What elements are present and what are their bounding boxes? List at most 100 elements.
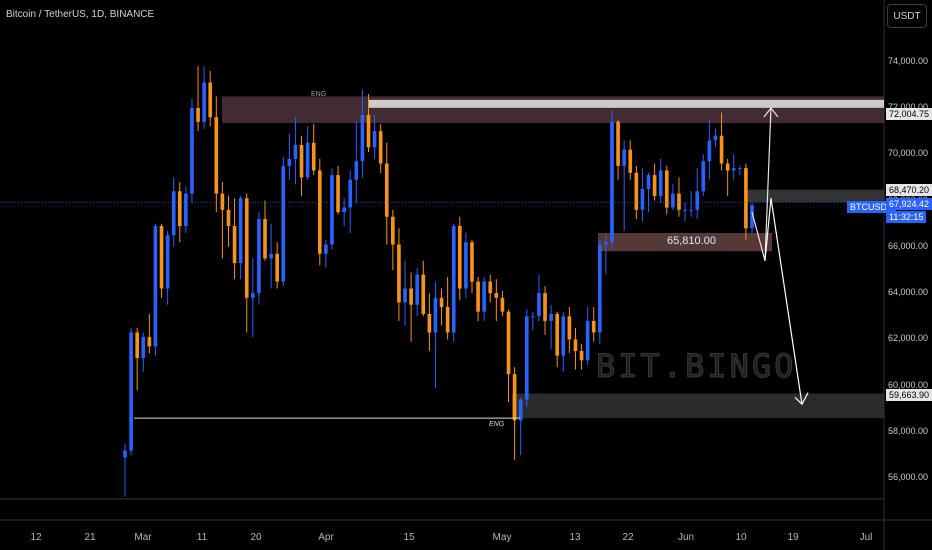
candle-body <box>518 399 523 421</box>
candle-body <box>135 332 140 358</box>
candle-body <box>671 193 675 208</box>
candle-body <box>171 191 176 236</box>
candle-body <box>263 219 267 259</box>
candle-body <box>567 316 572 340</box>
candle-body <box>293 145 298 159</box>
candle-body <box>244 198 249 298</box>
candle-body <box>409 288 413 305</box>
watermark-logo: BIT.BINGO <box>595 347 797 386</box>
candle-body <box>403 288 407 303</box>
candle-body <box>129 332 133 451</box>
price-tick-label: 72,000.00 <box>888 101 929 112</box>
candle-body <box>196 107 200 122</box>
candle-body <box>184 193 188 227</box>
candle-body <box>305 142 310 178</box>
candle-body <box>646 175 651 189</box>
candle-body <box>470 242 474 282</box>
candle-body <box>299 145 304 178</box>
chart-title: Bitcoin / TetherUS, 1D, BINANCE <box>6 9 155 20</box>
candle-body <box>543 293 547 321</box>
candle-body <box>561 316 566 356</box>
candle-body <box>378 131 383 164</box>
candle-body <box>311 142 316 171</box>
candle-body <box>628 149 633 173</box>
candle-body <box>330 175 334 245</box>
candle-body <box>190 107 194 194</box>
candle-body <box>342 207 346 213</box>
candle-body <box>238 198 243 264</box>
candle-body <box>695 191 700 210</box>
candle-body <box>750 205 754 229</box>
candle-body <box>232 226 237 264</box>
candle-body <box>531 316 535 318</box>
candle-body <box>415 274 420 305</box>
eng-label-bottom: ENG <box>489 421 505 428</box>
candle-body <box>701 161 706 192</box>
date-tick-label: 22 <box>622 532 634 543</box>
current-price-tag: 67,924.42 <box>886 198 932 210</box>
candle-body <box>585 320 590 361</box>
date-tick-label: Jul <box>859 532 873 543</box>
candle-body <box>713 135 718 141</box>
arrow-up-head <box>763 107 779 118</box>
candle-body <box>634 172 639 210</box>
candle-body <box>488 281 493 294</box>
candle-body <box>123 450 127 458</box>
candle-body <box>360 114 365 162</box>
arrow-down-head <box>794 392 809 406</box>
candle-body <box>677 193 681 210</box>
countdown-tag: 11:32:15 <box>886 211 927 223</box>
price-tick-label: 62,000.00 <box>888 333 929 344</box>
price-tick-label: 66,000.00 <box>888 240 929 251</box>
candle-layer <box>123 66 754 497</box>
candle-body <box>451 226 456 333</box>
candle-body <box>616 121 620 166</box>
candle-body <box>433 297 438 333</box>
candle-body <box>512 374 517 421</box>
price-tag-resistance: 72,004.75 <box>886 108 932 120</box>
candle-body <box>251 293 255 298</box>
candle-body <box>147 337 152 347</box>
candle-body <box>366 114 371 148</box>
candle-body <box>317 170 322 254</box>
date-tick-label: 10 <box>735 532 747 543</box>
eng-label-top: ENG <box>311 91 327 98</box>
price-tag-support: 59,663.90 <box>886 389 932 401</box>
candle-body <box>482 281 486 312</box>
candle-body <box>506 311 511 375</box>
date-tick-label: 15 <box>403 532 415 543</box>
date-tick-label: May <box>492 532 512 543</box>
date-tick-label: 12 <box>30 532 42 543</box>
candle-body <box>597 244 602 333</box>
candle-body <box>177 191 182 227</box>
candle-body <box>427 313 432 333</box>
date-tick-label: Jun <box>677 532 695 543</box>
candle-body <box>214 117 219 194</box>
candle-body <box>555 313 560 356</box>
candle-body <box>579 351 584 361</box>
candle-body <box>591 320 596 333</box>
drawing-layer <box>0 107 884 500</box>
candle-body <box>464 242 468 289</box>
candle-body <box>731 168 736 171</box>
date-tick-label: 13 <box>569 532 581 543</box>
candle-body <box>421 274 426 314</box>
candle-body <box>336 175 340 213</box>
support-price-label: 65,810.00 <box>661 233 722 249</box>
price-tick-label: 56,000.00 <box>888 472 929 483</box>
zone-range <box>746 189 884 203</box>
currency-unit-button[interactable]: USDT <box>887 4 927 28</box>
candle-body <box>719 135 724 164</box>
candle-body <box>397 244 401 303</box>
candle-body <box>257 219 261 294</box>
zone-support-lower <box>512 393 884 419</box>
price-tag-range-top: 68,470.20 <box>886 184 932 196</box>
candle-body <box>159 226 164 289</box>
zone-resistance-edge <box>368 99 884 108</box>
candle-body <box>622 149 626 166</box>
candle-body <box>664 170 669 208</box>
candle-body <box>439 297 444 308</box>
candle-body <box>275 253 280 282</box>
price-tick-label: 70,000.00 <box>888 148 929 159</box>
